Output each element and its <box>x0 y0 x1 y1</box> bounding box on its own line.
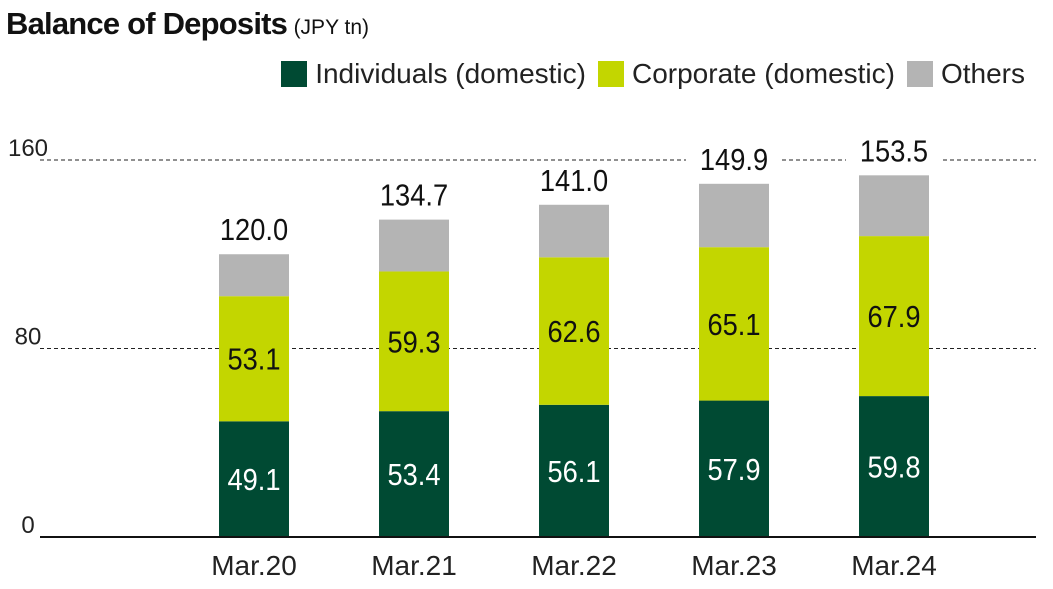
chart-title-row: Balance of Deposits (JPY tn) <box>6 6 369 42</box>
bar-segment-others <box>539 204 609 258</box>
y-tick-label: 0 <box>21 512 34 539</box>
data-label: 49.1 <box>227 464 280 498</box>
bar-segment-others <box>379 219 449 272</box>
data-label: 56.1 <box>547 455 600 489</box>
x-tick-label: Mar.24 <box>851 550 937 581</box>
x-tick-label: Mar.23 <box>691 550 777 581</box>
bar-segment-others <box>859 175 929 237</box>
data-label: 59.3 <box>387 326 440 360</box>
total-label-backing <box>366 175 462 214</box>
total-label-backing <box>846 131 942 170</box>
x-tick-label: Mar.21 <box>371 550 457 581</box>
total-label: 120.0 <box>220 214 288 248</box>
legend-swatch-individuals <box>281 61 308 87</box>
legend-label-others: Others <box>940 58 1025 89</box>
legend-label-corporate: Corporate (domestic) <box>631 58 895 89</box>
bar-segment-corporate <box>859 236 929 397</box>
chart-subtitle: (JPY tn) <box>293 16 370 39</box>
data-label: 53.4 <box>387 459 440 493</box>
legend-swatch-others <box>906 61 933 87</box>
y-tick-label: 80 <box>15 324 42 351</box>
data-label: 57.9 <box>707 453 760 487</box>
bar-segment-others <box>699 183 769 248</box>
bar-segment-corporate <box>539 257 609 405</box>
bar-segment-individuals <box>219 421 289 537</box>
data-label: 65.1 <box>707 308 760 342</box>
total-label: 149.9 <box>700 143 768 177</box>
chart-legend: Individuals (domestic) Corporate (domest… <box>269 58 1025 90</box>
bar-segment-individuals <box>859 396 929 537</box>
total-label: 153.5 <box>860 135 928 169</box>
legend-label-individuals: Individuals (domestic) <box>315 58 586 89</box>
data-label: 62.6 <box>547 316 600 350</box>
bar-segment-corporate <box>379 271 449 412</box>
bar-segment-individuals <box>539 404 609 537</box>
bar-segment-individuals <box>379 411 449 537</box>
legend-item-corporate: Corporate (domestic) <box>597 58 895 90</box>
bar-segment-corporate <box>219 296 289 422</box>
legend-item-others: Others <box>906 58 1025 90</box>
total-label: 141.0 <box>540 164 608 198</box>
data-label: 59.8 <box>867 451 920 485</box>
legend-item-individuals: Individuals (domestic) <box>281 58 586 90</box>
bar-segment-others <box>219 254 289 297</box>
total-label-backing <box>206 210 302 249</box>
total-label-backing <box>686 139 782 178</box>
data-label: 67.9 <box>867 301 920 335</box>
total-label: 134.7 <box>380 179 448 213</box>
bar-segment-corporate <box>699 247 769 401</box>
chart-title: Balance of Deposits <box>6 6 288 41</box>
x-tick-label: Mar.20 <box>211 550 297 581</box>
x-tick-label: Mar.22 <box>531 550 617 581</box>
data-label: 53.1 <box>227 343 280 377</box>
legend-swatch-corporate <box>597 61 624 87</box>
bar-segment-individuals <box>699 400 769 537</box>
total-label-backing <box>526 160 622 199</box>
y-tick-label: 160 <box>8 135 48 162</box>
